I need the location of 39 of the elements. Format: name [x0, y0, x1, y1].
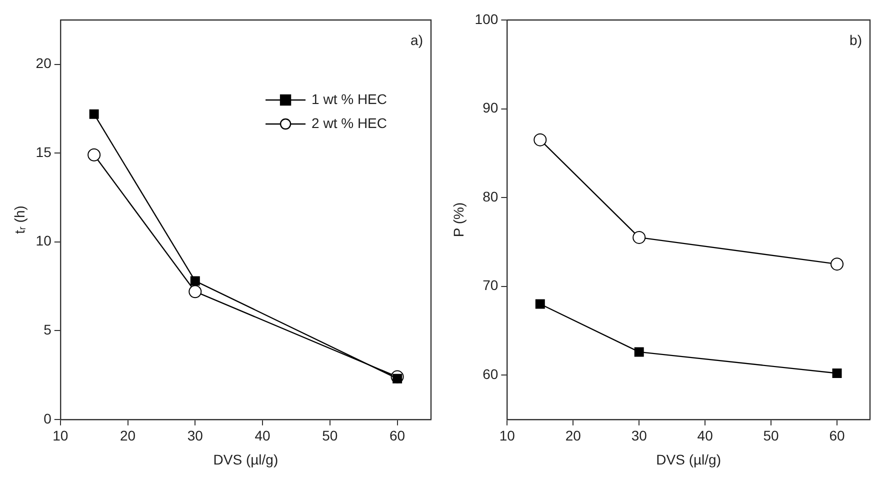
- point: [88, 148, 101, 162]
- point: [534, 133, 547, 146]
- y-tick-label: 15: [36, 144, 52, 160]
- y-axis-title: tᵣ (h): [11, 206, 28, 234]
- x-tick-label: 10: [499, 428, 516, 444]
- x-tick-label: 50: [322, 428, 338, 444]
- x-tick-label: 40: [254, 428, 271, 444]
- y-tick-label: 80: [482, 188, 498, 204]
- x-tick-label: 60: [829, 428, 846, 444]
- point: [832, 368, 842, 378]
- point: [190, 276, 200, 286]
- annotation: b): [850, 32, 862, 48]
- point: [535, 299, 545, 309]
- point: [632, 230, 646, 244]
- y-tick-label: 5: [44, 322, 52, 338]
- y-tick-label: 100: [474, 10, 498, 27]
- y-tick-label: 70: [482, 277, 498, 294]
- x-axis-title: DVS (µl/g): [656, 451, 722, 468]
- x-tick-label: 30: [631, 428, 648, 444]
- x-tick-label: 30: [187, 428, 204, 444]
- legend-label: 2 wt % HEC: [312, 114, 388, 131]
- x-tick-label: 40: [697, 428, 714, 444]
- point: [89, 109, 99, 119]
- x-tick-label: 50: [763, 428, 780, 444]
- x-axis-title: DVS (µl/g): [213, 451, 278, 468]
- y-tick-label: 10: [36, 232, 52, 249]
- annotation: a): [410, 32, 423, 48]
- y-tick-label: 60: [482, 366, 498, 382]
- y-tick-label: 90: [482, 100, 498, 116]
- x-tick-label: 60: [390, 428, 406, 444]
- point: [188, 285, 202, 298]
- y-tick-label: 0: [44, 410, 52, 426]
- y-axis-title: P (%): [450, 202, 466, 238]
- x-tick-label: 20: [565, 428, 582, 444]
- point: [634, 347, 644, 357]
- x-tick-label: 20: [120, 428, 136, 444]
- point: [830, 258, 844, 271]
- y-tick-label: 20: [36, 55, 52, 72]
- legend-label: 1 wt % HEC: [312, 90, 388, 107]
